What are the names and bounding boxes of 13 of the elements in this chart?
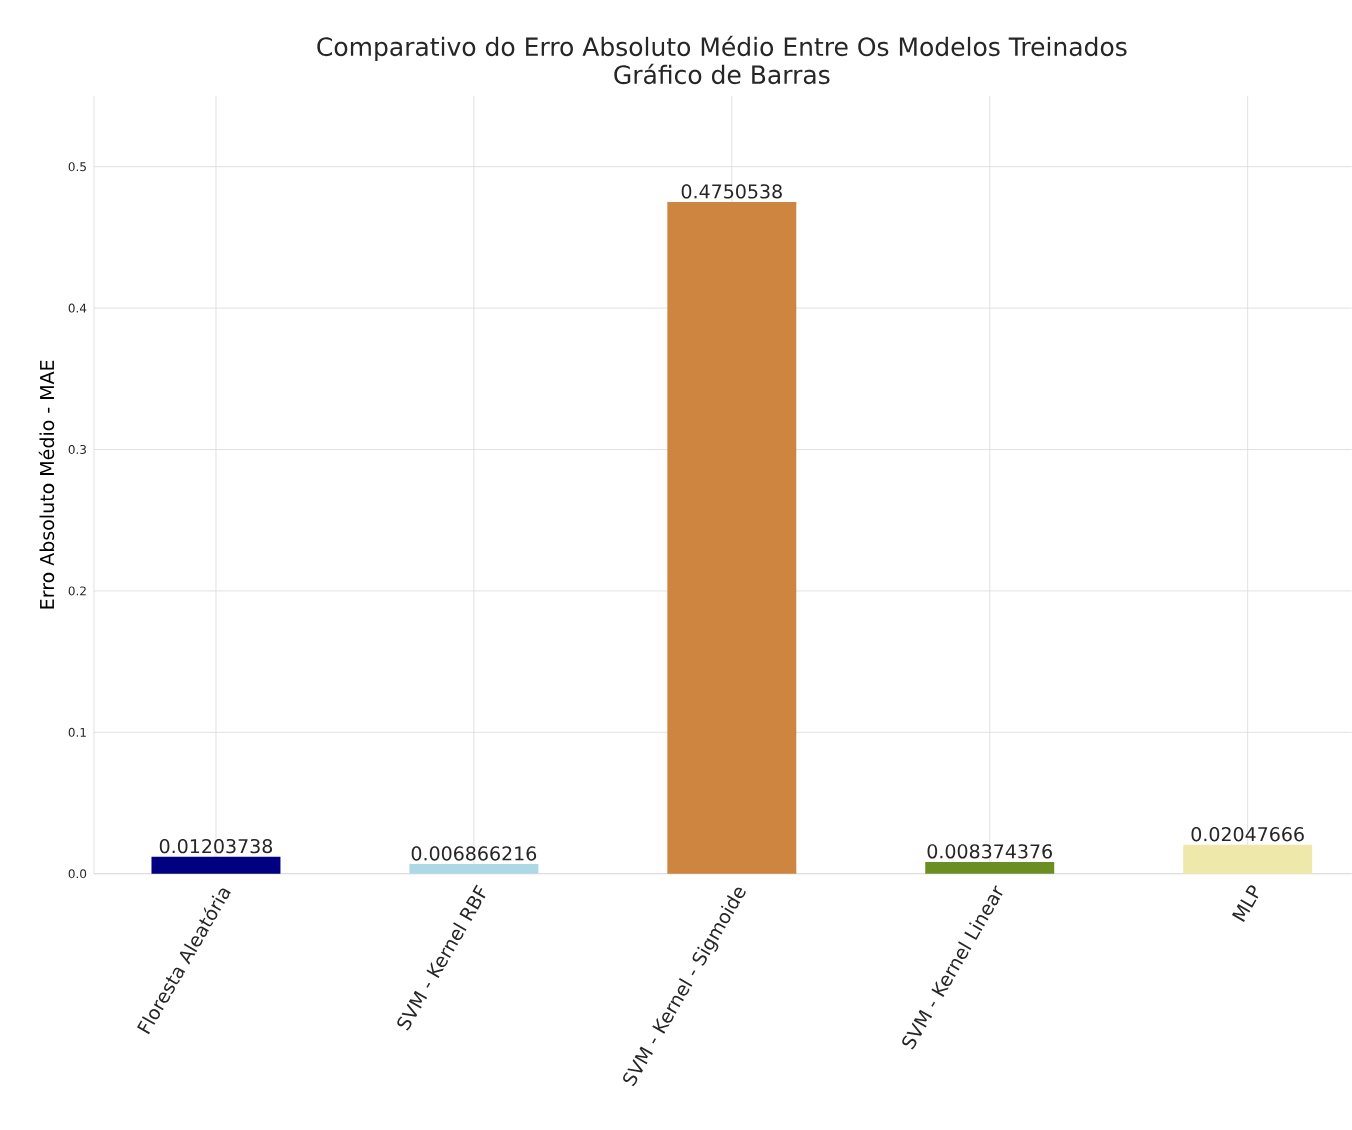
bar	[925, 862, 1055, 874]
chart-subtitle: Gráfico de Barras	[614, 63, 830, 85]
data-label: 0.008374376	[927, 844, 1052, 859]
bar	[1183, 844, 1313, 874]
data-label: 0.006866216	[411, 846, 537, 861]
bar	[409, 864, 539, 874]
data-label: 0.4750538	[681, 184, 782, 199]
bar	[667, 202, 797, 874]
data-label: 0.01203738	[159, 839, 273, 854]
data-label: 0.02047666	[1191, 827, 1304, 842]
y-axis-title: Erro Absoluto Médio - MAE	[38, 360, 55, 609]
chart-title: Comparativo do Erro Absoluto Médio Entre Os Modelos Treinados	[317, 35, 1127, 62]
bar	[151, 856, 281, 874]
